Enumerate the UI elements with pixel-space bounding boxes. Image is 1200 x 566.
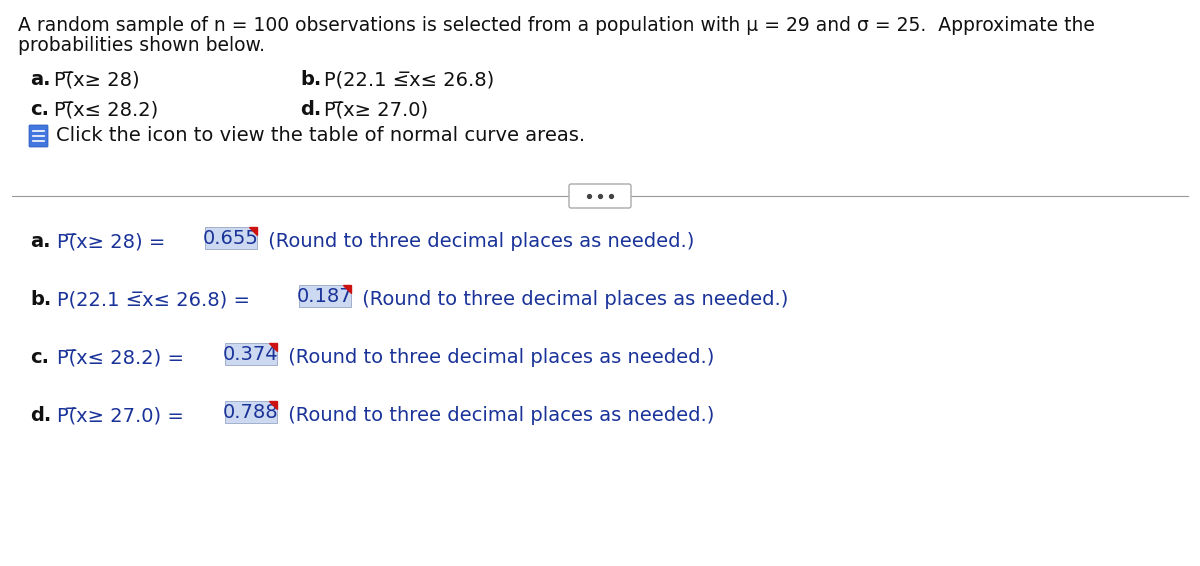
Text: P(̅x≥ 28) =: P(̅x≥ 28) = xyxy=(58,232,172,251)
Polygon shape xyxy=(250,227,257,235)
Text: P(22.1 ≤̅x≤ 26.8) =: P(22.1 ≤̅x≤ 26.8) = xyxy=(58,290,257,309)
Text: c.: c. xyxy=(30,348,49,367)
FancyBboxPatch shape xyxy=(205,227,257,249)
Polygon shape xyxy=(269,343,277,351)
Text: (Round to three decimal places as needed.): (Round to three decimal places as needed… xyxy=(282,348,714,367)
Text: Click the icon to view the table of normal curve areas.: Click the icon to view the table of norm… xyxy=(56,126,586,145)
Text: d.: d. xyxy=(30,406,52,425)
Text: A random sample of n = 100 observations is selected from a population with μ = 2: A random sample of n = 100 observations … xyxy=(18,16,1094,35)
FancyBboxPatch shape xyxy=(226,343,277,365)
Text: b.: b. xyxy=(300,70,322,89)
Text: P(̅x≤ 28.2): P(̅x≤ 28.2) xyxy=(54,100,158,119)
Text: (Round to three decimal places as needed.): (Round to three decimal places as needed… xyxy=(282,406,714,425)
Text: d.: d. xyxy=(300,100,322,119)
Text: P(̅x≥ 27.0) =: P(̅x≥ 27.0) = xyxy=(58,406,190,425)
Text: 0.374: 0.374 xyxy=(223,345,278,363)
Polygon shape xyxy=(343,285,352,293)
Text: P(̅x≤ 28.2) =: P(̅x≤ 28.2) = xyxy=(58,348,191,367)
Text: a.: a. xyxy=(30,70,50,89)
Text: b.: b. xyxy=(30,290,52,309)
FancyBboxPatch shape xyxy=(226,401,277,423)
Polygon shape xyxy=(269,401,277,409)
Text: 0.788: 0.788 xyxy=(223,402,278,422)
Text: 0.655: 0.655 xyxy=(203,229,259,247)
FancyBboxPatch shape xyxy=(569,184,631,208)
Text: (Round to three decimal places as needed.): (Round to three decimal places as needed… xyxy=(262,232,695,251)
FancyBboxPatch shape xyxy=(29,125,48,147)
Text: P(̅x≥ 28): P(̅x≥ 28) xyxy=(54,70,139,89)
Text: (Round to three decimal places as needed.): (Round to three decimal places as needed… xyxy=(356,290,788,309)
Text: a.: a. xyxy=(30,232,50,251)
Text: P(̅x≥ 27.0): P(̅x≥ 27.0) xyxy=(324,100,428,119)
Text: probabilities shown below.: probabilities shown below. xyxy=(18,36,265,55)
Text: P(22.1 ≤̅x≤ 26.8): P(22.1 ≤̅x≤ 26.8) xyxy=(324,70,494,89)
Text: 0.187: 0.187 xyxy=(298,286,353,306)
FancyBboxPatch shape xyxy=(299,285,352,307)
Text: c.: c. xyxy=(30,100,49,119)
